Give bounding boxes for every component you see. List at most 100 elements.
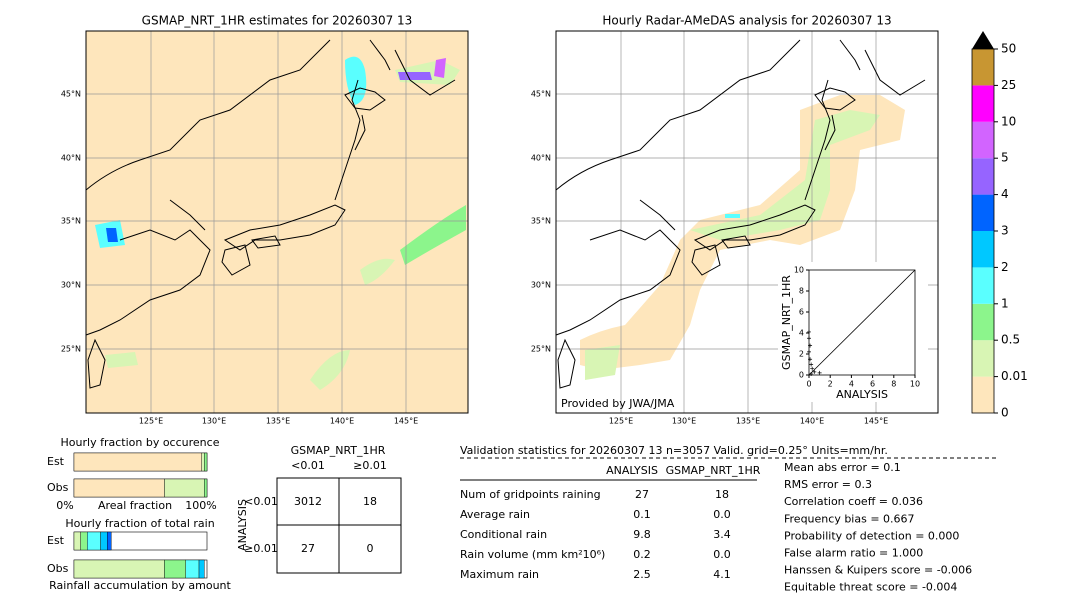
lon-label: 135°E [736,417,760,426]
lat-label: 35°N [61,217,81,226]
stats-value: 9.8 [633,528,651,541]
table-cell: 0 [367,542,374,555]
lon-label: 145°E [864,417,888,426]
point [809,362,814,367]
coastline [804,79,831,201]
row-label: Est [47,455,65,468]
stats-value: 0.2 [633,548,651,561]
colorbar-label: 25 [1001,78,1016,92]
panel-title: Hourly fraction by occurence [61,436,220,449]
map-frame [555,30,939,414]
point-marker [808,357,813,362]
lon-label: 125°E [609,417,633,426]
coastline [344,87,386,111]
point-marker [817,370,822,375]
fraction-segment [185,559,200,579]
rain-band [580,95,905,380]
map-background [86,31,468,413]
point [807,349,811,354]
map-frame [85,30,469,414]
col-header: ≥0.01 [353,459,387,472]
score: RMS error = 0.3 [784,478,872,491]
x-tick-label: 6 [870,380,875,389]
coastline [691,244,721,276]
y-tick-label: 6 [799,308,804,317]
point [812,369,817,374]
stats-value: 2.5 [633,568,651,581]
score: Correlation coeff = 0.036 [784,495,923,508]
colorbar-band [972,49,994,86]
score: Hanssen & Kuipers score = -0.006 [784,564,972,577]
colorbar-band [972,158,994,195]
row-label: Obs [47,562,69,575]
colorbar-band [972,194,994,231]
lat-label: 25°N [531,345,551,354]
coastline [557,338,576,389]
lat-label: 30°N [61,281,81,290]
point-marker [807,349,811,354]
score: False alarm ratio = 1.000 [784,547,923,560]
lat-label: 40°N [61,154,81,163]
colorbar-band [972,340,994,377]
lon-label: 140°E [800,417,824,426]
coastline [721,235,751,249]
lat-label: 25°N [61,345,81,354]
colorbar-label: 4 [1001,187,1009,201]
colorbar-label: 0 [1001,406,1009,420]
row-header: ≥0.01 [244,542,278,555]
fraction-segment [73,478,165,498]
lon-label: 130°E [202,417,226,426]
colorbar-label: 0.5 [1001,333,1020,347]
stats-col-header: ANALYSIS [606,464,658,477]
stats-value: 18 [715,488,729,501]
fraction-segment [164,478,205,498]
coastline [369,39,456,96]
col-header: <0.01 [291,459,325,472]
axis-label: 0% [56,499,73,512]
map-title: Hourly Radar-AMeDAS analysis for 2026030… [602,14,891,28]
table-cell: 27 [301,542,315,555]
fraction-segment [100,531,108,551]
fraction-segment [164,559,186,579]
row-title: ANALYSIS [236,499,249,551]
coastline [839,39,926,96]
coastline [555,39,801,191]
fraction-segment [198,559,205,579]
lat-label: 35°N [531,217,551,226]
y-tick-label: 10 [794,266,804,275]
y-tick-label: 0 [799,371,804,380]
stats-value: 4.1 [713,568,731,581]
colorbar-label: 0.01 [1001,369,1028,383]
x-tick-label: 0 [806,380,811,389]
colorbar-extend [972,31,994,49]
coastline [85,39,331,191]
fraction-segment [204,478,208,498]
coastline [169,199,206,231]
stats-label: Average rain [460,508,530,521]
axis-label: Rainfall accumulation by amount [49,579,231,592]
table-cell: 18 [363,495,377,508]
colorbar-label: 5 [1001,151,1009,165]
score: Mean abs error = 0.1 [784,461,901,474]
stats-label: Conditional rain [460,528,547,541]
stats-label: Num of gridpoints raining [460,488,601,501]
coastline [251,235,281,249]
score: Frequency bias = 0.667 [784,512,915,525]
point-marker [812,369,817,374]
y-tick-label: 8 [799,287,804,296]
coastline [85,31,468,413]
fraction-segment [73,531,81,551]
map-title: GSMAP_NRT_1HR estimates for 20260307 13 [142,14,413,28]
coastline [223,204,346,251]
point [809,371,814,376]
rain-patches [95,56,466,390]
lon-label: 145°E [394,417,418,426]
colorbar: 0 0.01 0.5 1 2 3 4 5 10 25 50 [971,31,1028,420]
point-marker [809,371,814,376]
stats-value: 3.4 [713,528,731,541]
lat-label: 30°N [531,281,551,290]
fraction-segment [73,559,165,579]
lon-label: 140°E [330,417,354,426]
fraction-segment [80,531,88,551]
statistics: Hourly fraction by occurence Est Obs 0% Area… [47,436,996,594]
